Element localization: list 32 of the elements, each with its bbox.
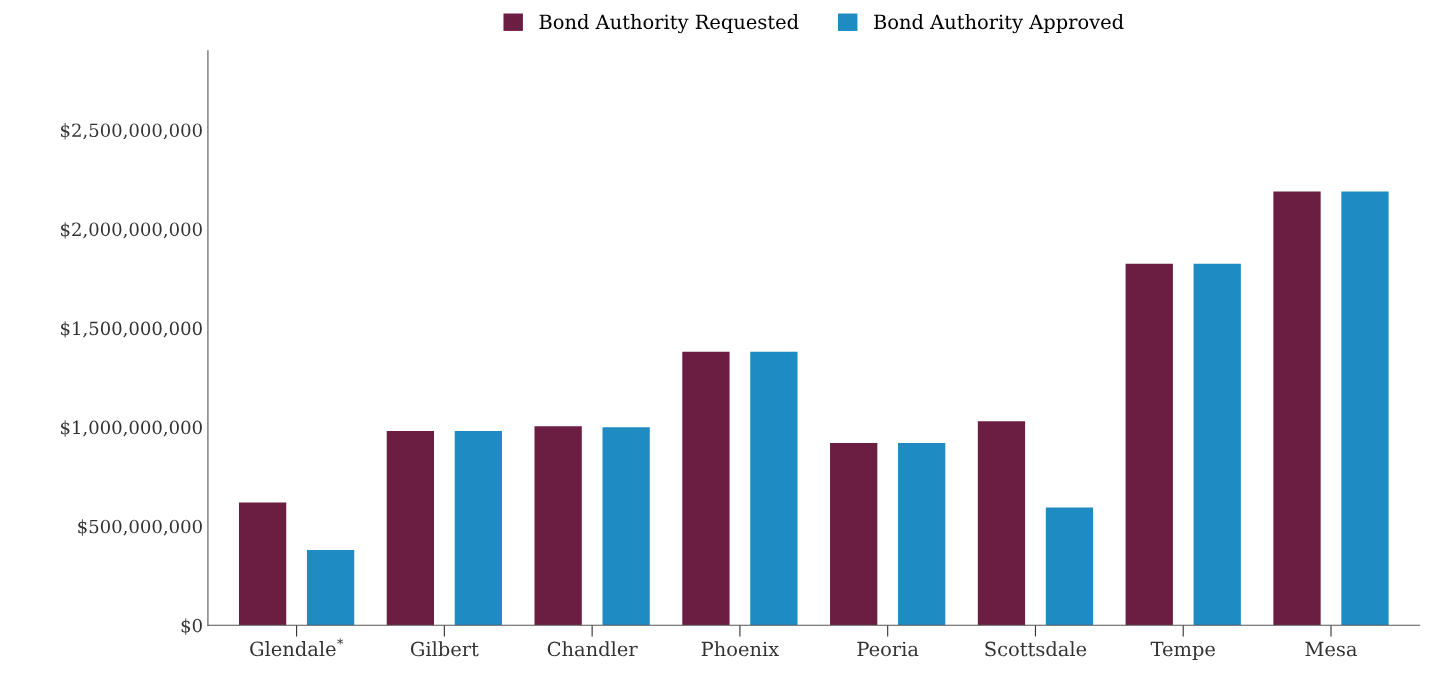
x-tick-label: Tempe — [1150, 641, 1215, 661]
x-tick-label: Gilbert — [410, 641, 479, 657]
legend-label: Bond Authority Requested — [539, 14, 799, 34]
y-tick-label: $500,000,000 — [78, 519, 202, 536]
bar — [534, 426, 582, 626]
bar — [1193, 263, 1241, 626]
bar — [750, 351, 798, 626]
x-tick-label: Peoria — [857, 641, 919, 657]
y-tick-label: $2,500,000,000 — [61, 123, 202, 140]
x-tick-label: Glendale$^{*}$ — [250, 638, 344, 657]
x-tick-label: Phoenix — [701, 641, 779, 657]
y-tick-label: $0 — [181, 618, 202, 635]
y-tick-label: $1,500,000,000 — [61, 321, 202, 338]
x-tick-label: Scottsdale — [985, 641, 1087, 657]
y-tick-label: $1,000,000,000 — [61, 420, 202, 437]
bar — [830, 443, 878, 626]
bar — [682, 351, 730, 626]
bar — [1125, 263, 1173, 626]
bar — [454, 431, 502, 626]
bar — [1045, 507, 1094, 626]
bar — [386, 431, 435, 626]
bar — [602, 427, 650, 626]
bar — [898, 443, 946, 626]
bar — [1341, 191, 1389, 626]
bar — [306, 550, 355, 626]
y-tick-label: $2,000,000,000 — [61, 222, 202, 239]
x-tick-label: Mesa — [1305, 641, 1357, 657]
legend-label: Bond Authority Approved — [874, 14, 1124, 34]
bar — [1273, 191, 1321, 626]
bar — [238, 502, 287, 626]
x-tick-label: Chandler — [547, 641, 638, 657]
bar — [977, 421, 1026, 626]
